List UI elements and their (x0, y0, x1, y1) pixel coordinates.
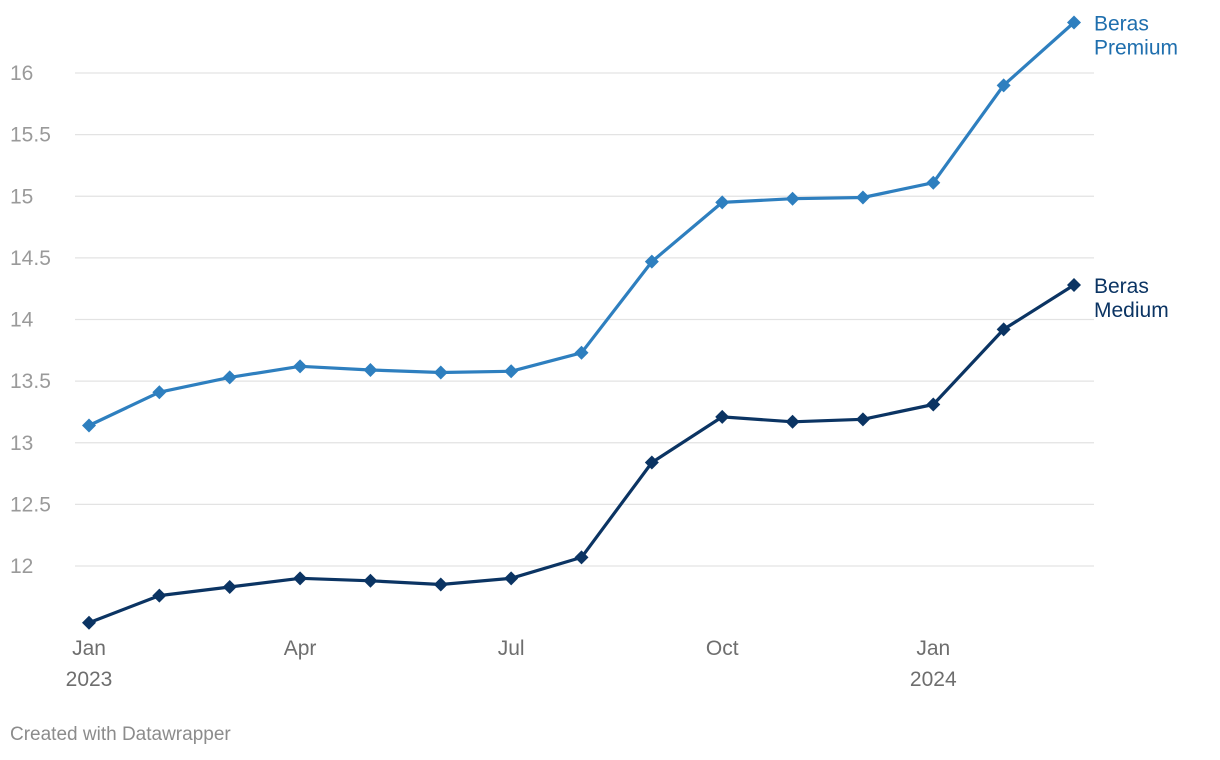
series-label-beras-premium: Beras (1094, 12, 1149, 35)
series-beras-medium (82, 277, 1081, 630)
gridlines (75, 72, 1094, 567)
data-point-marker (293, 571, 308, 586)
data-point-marker (82, 615, 96, 630)
data-point-marker (504, 364, 519, 379)
data-point-marker (293, 359, 308, 374)
data-point-marker (644, 254, 659, 269)
x-tick-year-label: 2024 (910, 668, 957, 691)
x-axis-ticks: Jan 2023 Apr Jul Oct Jan 2024 (66, 637, 957, 691)
data-point-marker (222, 370, 237, 385)
x-tick-label: Jan (72, 637, 106, 660)
y-tick-label: 12 (10, 555, 33, 578)
data-point-marker (574, 345, 589, 360)
series-line-beras-medium (87, 283, 1076, 625)
data-point-marker (926, 175, 941, 190)
x-tick-label: Oct (706, 637, 739, 660)
series-label-beras-medium: Beras (1094, 275, 1149, 298)
data-point-marker (1067, 277, 1081, 292)
data-point-marker (152, 385, 167, 400)
y-tick-label: 16 (10, 62, 33, 85)
data-point-marker (82, 418, 96, 433)
data-point-marker (996, 78, 1011, 93)
data-point-marker (222, 579, 237, 594)
data-point-marker (715, 195, 730, 210)
data-point-marker (644, 455, 659, 470)
data-point-marker (1067, 15, 1081, 30)
data-point-marker (926, 397, 941, 412)
series-line-beras-premium (87, 20, 1076, 428)
y-tick-label: 13 (10, 432, 33, 455)
y-tick-label: 14 (10, 309, 34, 332)
series-group (82, 15, 1081, 630)
data-point-marker (433, 577, 448, 592)
data-point-marker (855, 190, 870, 205)
data-point-marker (152, 588, 167, 603)
series-beras-premium (82, 15, 1081, 433)
series-label-beras-premium: Premium (1094, 36, 1178, 59)
data-point-marker (855, 412, 870, 427)
y-tick-label: 15 (10, 185, 33, 208)
data-point-marker (363, 363, 378, 378)
x-tick-label: Jul (498, 637, 525, 660)
data-point-marker (785, 191, 800, 206)
y-tick-label: 15.5 (10, 124, 51, 147)
data-point-marker (785, 414, 800, 429)
y-tick-label: 14.5 (10, 247, 51, 270)
series-label-beras-medium: Medium (1094, 299, 1169, 322)
credit-text: Created with Datawrapper (10, 724, 231, 745)
y-tick-label: 12.5 (10, 493, 51, 516)
x-tick-label: Apr (284, 637, 317, 660)
data-point-marker (715, 409, 730, 424)
data-point-marker (574, 550, 589, 565)
data-point-marker (363, 573, 378, 588)
data-point-marker (433, 365, 448, 380)
x-tick-label: Jan (916, 637, 950, 660)
data-point-marker (504, 571, 519, 586)
x-tick-year-label: 2023 (66, 668, 113, 691)
y-tick-label: 13.5 (10, 370, 51, 393)
data-point-marker (996, 322, 1011, 337)
y-axis-ticks: 12 12.5 13 13.5 14 14.5 15 15.5 16 (10, 62, 51, 578)
